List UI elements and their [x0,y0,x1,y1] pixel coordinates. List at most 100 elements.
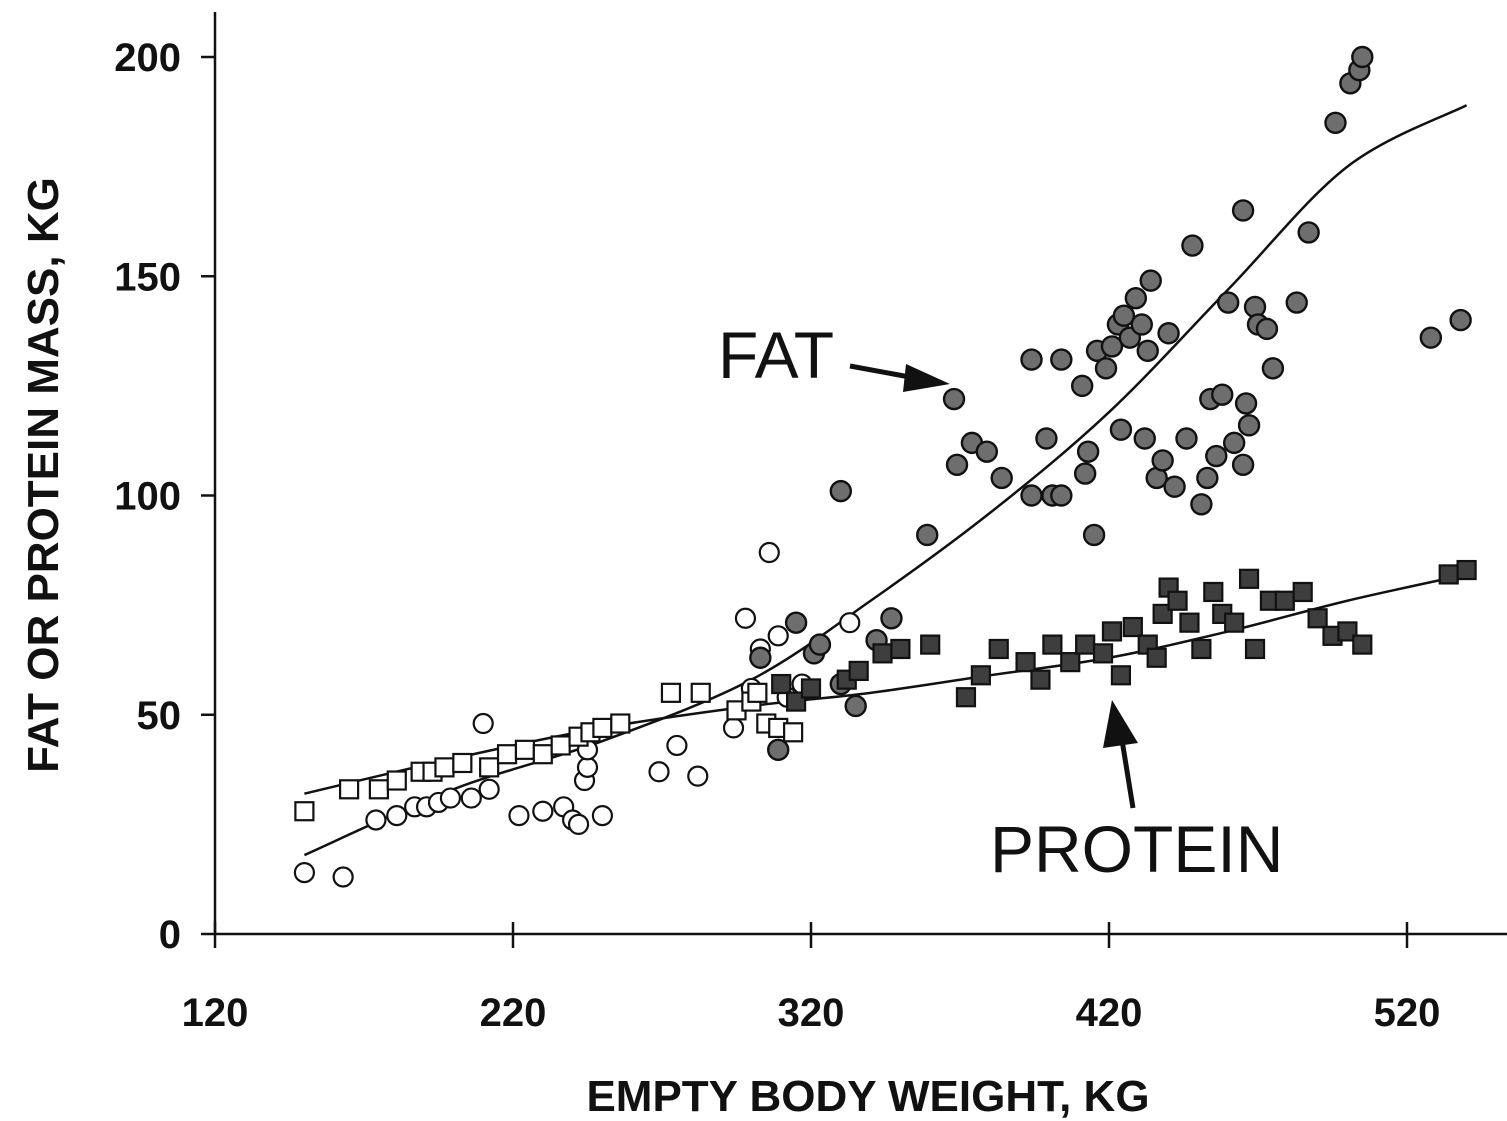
filled-circle-point [1222,431,1246,455]
x-tick-label: 120 [182,991,249,1035]
filled-square-point [1030,669,1051,690]
open-circle-point [472,712,494,735]
filled-circle-point [767,738,790,762]
open-circle-point [687,765,709,787]
filled-circle-point [1211,383,1234,406]
open-circle-point [293,862,315,884]
x-tick-label: 420 [1076,991,1143,1035]
open-square-point [747,682,768,703]
open-square-point [368,779,389,800]
filled-circle-point [1050,484,1073,507]
filled-circle-point [1157,322,1180,345]
filled-circle-point [1050,348,1073,371]
open-circle-point [439,787,462,809]
open-square-point [339,779,360,800]
filled-square-point [1042,634,1063,655]
filled-circle-point [1020,348,1043,371]
filled-circle-point [1130,313,1153,336]
fit-curve-fat [303,104,1468,857]
open-square-point [690,682,711,703]
filled-circle-point [1035,427,1058,450]
open-circle-point [839,612,861,634]
filled-circle-point [1073,462,1097,485]
open-square-point [610,713,631,734]
filled-circle-point [1237,414,1261,437]
filled-circle-point [1231,453,1255,477]
open-circle-point [386,805,408,827]
filled-circle-point [945,453,969,477]
open-circle-point [460,787,482,809]
filled-square-point [1075,634,1096,655]
filled-square-point [988,638,1009,660]
filled-square-point [1101,621,1123,642]
filled-circle-point [1020,484,1043,507]
filled-circle-point [1175,427,1198,450]
open-square-point [496,744,518,765]
ticks: 120 220 320 420 520 0 50 100 150 200 [114,36,1440,1035]
open-circle-point [591,805,614,827]
filled-circle-point [1324,111,1347,134]
filled-circle-point [1351,45,1374,69]
filled-circle-point [1205,444,1228,468]
open-square-point [434,757,455,778]
x-tick-label: 220 [480,991,547,1035]
filled-square-point [1352,634,1373,655]
open-square-point [550,735,571,756]
filled-square-point [1438,564,1459,585]
filled-circle-point [808,633,832,656]
filled-square-point [848,660,869,682]
open-circle-point [478,778,500,800]
filled-circle-point [1285,291,1308,314]
y-tick-label: 100 [114,475,181,519]
filled-square-point [1110,665,1132,686]
open-square-point [386,770,407,791]
filled-square-point [1092,643,1114,664]
filled-circle-point [1163,475,1186,498]
filled-circle-point [1109,418,1133,441]
annotations: FAT PROTEIN [718,318,1283,886]
filled-circle-point [1190,493,1213,516]
filled-square-point [1015,652,1036,673]
filled-circle-point [1094,357,1118,380]
filled-circle-point [1419,326,1443,349]
y-axis-title: FAT OR PROTEIN MASS, KG [19,177,68,773]
data-points [293,45,1477,888]
filled-square-point [1274,590,1295,611]
filled-square-point [1152,603,1173,624]
filled-circle-point [975,440,999,463]
open-circle-point [734,607,757,629]
open-square-point [452,752,473,774]
filled-square-point [1238,568,1260,589]
filled-square-point [1167,590,1188,611]
filled-square-point [970,665,991,686]
y-tick-label: 0 [159,913,181,957]
x-tick-label: 320 [778,991,845,1035]
filled-circle-point [880,607,903,630]
filled-circle-point [749,646,772,669]
open-square-point [514,739,536,760]
filled-square-point [1191,638,1212,660]
filled-circle-point [1297,221,1320,244]
open-circle-point [648,761,670,783]
filled-square-point [1122,616,1143,638]
filled-square-point [1060,652,1081,673]
filled-square-point [1456,559,1477,581]
y-tick-label: 200 [114,36,181,80]
fat-arrow-head [903,364,950,392]
open-circle-point [567,813,590,835]
open-square-point [660,682,682,703]
filled-square-point [955,687,977,708]
protein-arrow-head [1103,700,1138,748]
filled-square-point [1292,581,1313,603]
open-circle-point [332,866,354,888]
filled-circle-point [1231,199,1255,222]
open-square-point [532,744,553,765]
open-square-point [294,801,315,822]
open-circle-point [722,717,745,739]
filled-circle-point [1139,269,1162,292]
filled-square-point [785,691,807,712]
filled-circle-point [1255,317,1279,341]
filled-circle-point [1261,357,1285,380]
y-tick-label: 50 [137,694,182,738]
